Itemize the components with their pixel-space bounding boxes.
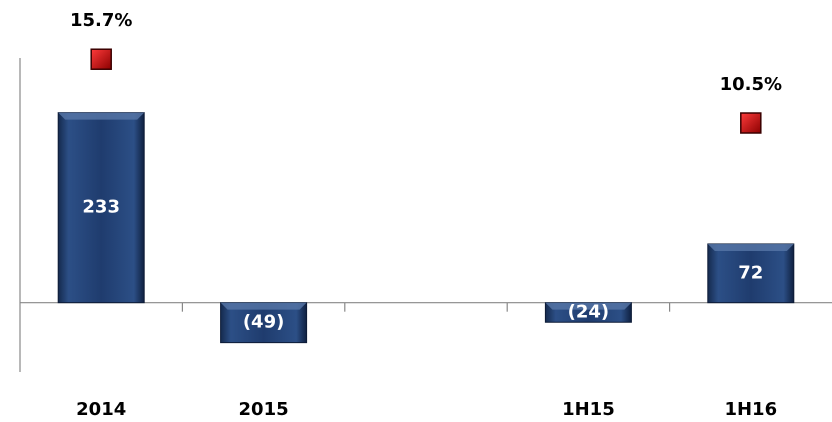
x-tick-label: 1H16 [724,399,777,420]
bar-bevel [707,243,794,251]
x-tick-label: 2014 [76,399,126,420]
bar [707,243,795,304]
x-tick-label: 1H15 [562,399,615,420]
data-label: 10.5% [720,74,782,95]
marker [740,112,762,134]
data-label: (24) [568,301,610,322]
data-label: 72 [738,262,763,283]
bar-bevel [220,302,307,310]
bar [57,112,145,304]
bar-bevel [545,302,632,310]
data-label: 15.7% [70,10,132,31]
bar-bevel [58,112,145,120]
x-tick-label: 2015 [239,399,289,420]
data-label: 233 [82,197,120,218]
marker [90,48,112,70]
data-label: (49) [243,312,285,333]
